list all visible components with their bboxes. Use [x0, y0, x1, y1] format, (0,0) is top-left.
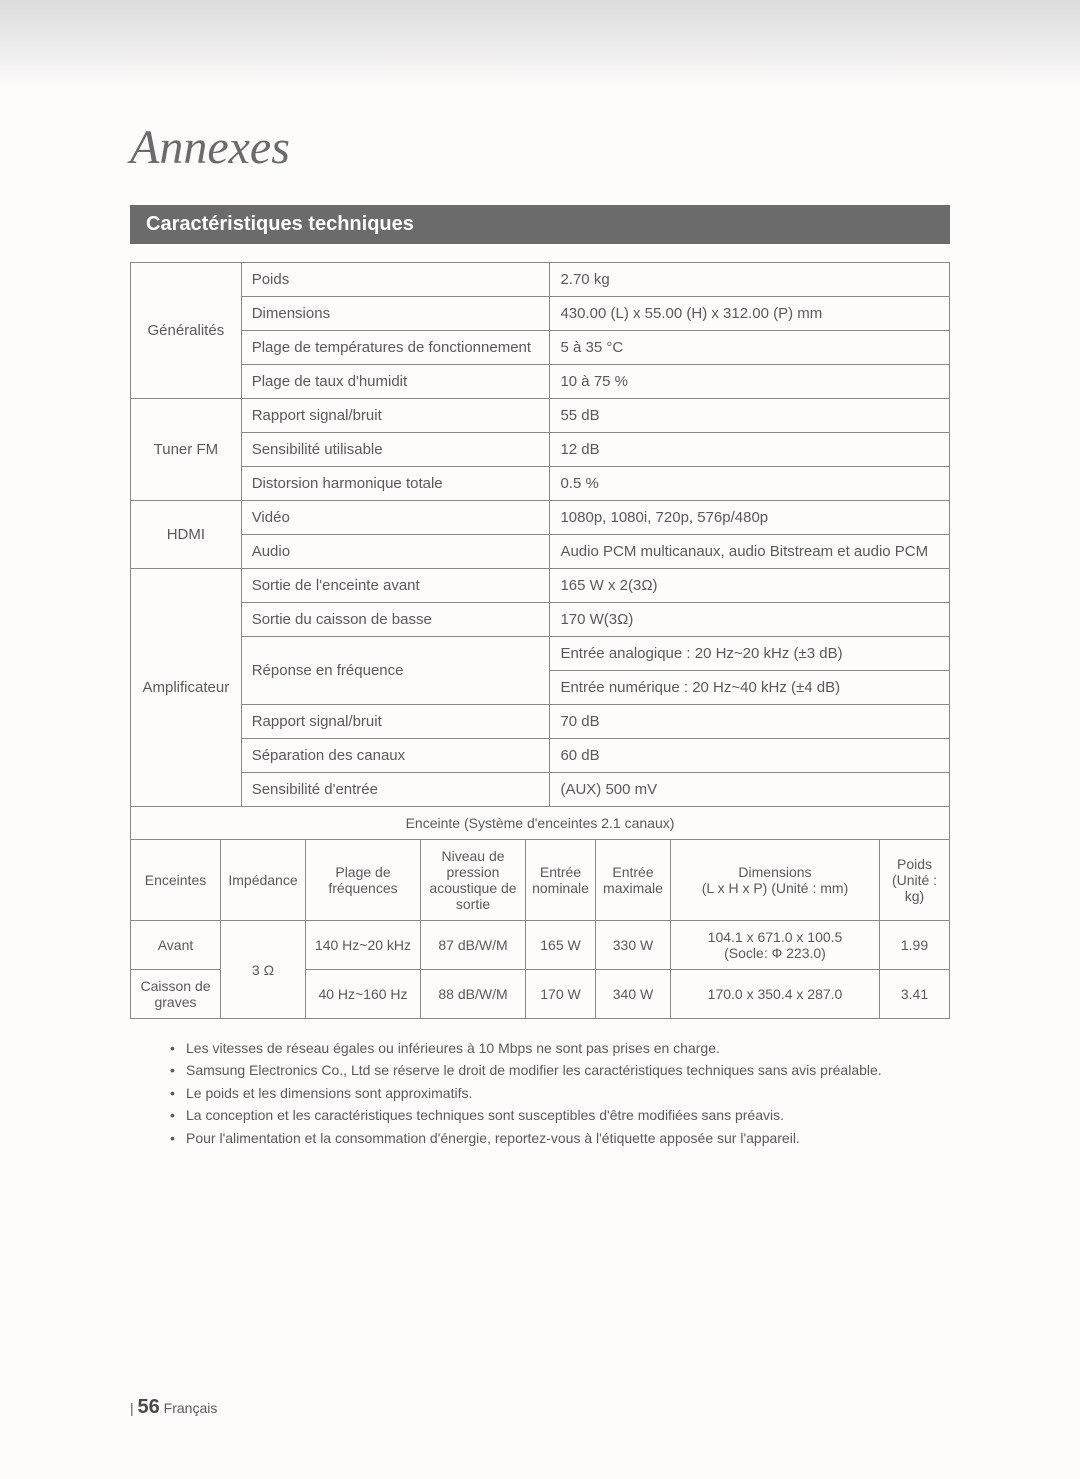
spec-label: Plage de températures de fonctionnement [241, 331, 550, 365]
speaker-caption: Enceinte (Système d'enceintes 2.1 canaux… [131, 807, 950, 840]
spec-value: 60 dB [550, 739, 950, 773]
notes-list: Les vitesses de réseau égales ou inférie… [130, 1037, 950, 1149]
page-content: Annexes Caractéristiques techniques Géné… [0, 0, 1080, 1149]
footer-separator: | [130, 1400, 134, 1416]
spec-value: 12 dB [550, 433, 950, 467]
speaker-table: Enceinte (Système d'enceintes 2.1 canaux… [130, 806, 950, 1019]
spk-dim: 170.0 x 350.4 x 287.0 [671, 970, 880, 1019]
spk-nom: 170 W [526, 970, 596, 1019]
spec-label: Poids [241, 263, 550, 297]
page-title: Annexes [130, 120, 950, 175]
spec-value: Entrée numérique : 20 Hz~40 kHz (±4 dB) [550, 671, 950, 705]
spec-label: Réponse en fréquence [241, 637, 550, 705]
spk-freq: 40 Hz~160 Hz [306, 970, 421, 1019]
spk-dim: 104.1 x 671.0 x 100.5 (Socle: Ф 223.0) [671, 921, 880, 970]
section-heading: Caractéristiques techniques [130, 205, 950, 244]
spk-freq: 140 Hz~20 kHz [306, 921, 421, 970]
note-item: La conception et les caractéristiques te… [170, 1104, 950, 1126]
spec-value: 70 dB [550, 705, 950, 739]
spec-value: 55 dB [550, 399, 950, 433]
spk-col-header: Impédance [221, 840, 306, 921]
spec-label: Sensibilité utilisable [241, 433, 550, 467]
spk-col-header: Enceintes [131, 840, 221, 921]
spec-label: Rapport signal/bruit [241, 705, 550, 739]
footer-lang: Français [164, 1400, 218, 1416]
spk-max: 340 W [596, 970, 671, 1019]
spec-label: Dimensions [241, 297, 550, 331]
spk-spl: 87 dB/W/M [421, 921, 526, 970]
spec-value: (AUX) 500 mV [550, 773, 950, 807]
spec-label: Vidéo [241, 501, 550, 535]
spk-col-header: Plage de fréquences [306, 840, 421, 921]
spec-value: 10 à 75 % [550, 365, 950, 399]
spec-label: Sensibilité d'entrée [241, 773, 550, 807]
spec-label: Plage de taux d'humidit [241, 365, 550, 399]
spec-label: Audio [241, 535, 550, 569]
spec-label: Sortie de l'enceinte avant [241, 569, 550, 603]
spk-col-header: Dimensions (L x H x P) (Unité : mm) [671, 840, 880, 921]
category-cell: Généralités [131, 263, 242, 399]
spec-value: 1080p, 1080i, 720p, 576p/480p [550, 501, 950, 535]
note-item: Le poids et les dimensions sont approxim… [170, 1082, 950, 1104]
spk-row-name: Caisson de graves [131, 970, 221, 1019]
spec-value: 0.5 % [550, 467, 950, 501]
spk-weight: 1.99 [880, 921, 950, 970]
page-number: 56 [138, 1396, 160, 1418]
page-footer: | 56 Français [130, 1396, 217, 1419]
category-cell: HDMI [131, 501, 242, 569]
note-item: Les vitesses de réseau égales ou inférie… [170, 1037, 950, 1059]
category-cell: Tuner FM [131, 399, 242, 501]
spk-nom: 165 W [526, 921, 596, 970]
category-cell: Amplificateur [131, 569, 242, 807]
spec-value: 170 W(3Ω) [550, 603, 950, 637]
spec-value: 165 W x 2(3Ω) [550, 569, 950, 603]
spec-value: Entrée analogique : 20 Hz~20 kHz (±3 dB) [550, 637, 950, 671]
specs-table: Généralités Poids 2.70 kg Dimensions 430… [130, 262, 950, 807]
spk-col-header: Poids (Unité : kg) [880, 840, 950, 921]
spec-value: 5 à 35 °C [550, 331, 950, 365]
spk-weight: 3.41 [880, 970, 950, 1019]
top-gradient [0, 0, 1080, 90]
spk-col-header: Niveau de pression acoustique de sortie [421, 840, 526, 921]
note-item: Samsung Electronics Co., Ltd se réserve … [170, 1059, 950, 1081]
spk-spl: 88 dB/W/M [421, 970, 526, 1019]
note-item: Pour l'alimentation et la consommation d… [170, 1127, 950, 1149]
spec-label: Distorsion harmonique totale [241, 467, 550, 501]
spk-impedance: 3 Ω [221, 921, 306, 1019]
spec-value: 430.00 (L) x 55.00 (H) x 312.00 (P) mm [550, 297, 950, 331]
spec-label: Sortie du caisson de basse [241, 603, 550, 637]
spk-row-name: Avant [131, 921, 221, 970]
spec-value: 2.70 kg [550, 263, 950, 297]
spk-col-header: Entrée nominale [526, 840, 596, 921]
spk-max: 330 W [596, 921, 671, 970]
spec-label: Rapport signal/bruit [241, 399, 550, 433]
spec-value: Audio PCM multicanaux, audio Bitstream e… [550, 535, 950, 569]
spec-label: Séparation des canaux [241, 739, 550, 773]
spk-col-header: Entrée maximale [596, 840, 671, 921]
